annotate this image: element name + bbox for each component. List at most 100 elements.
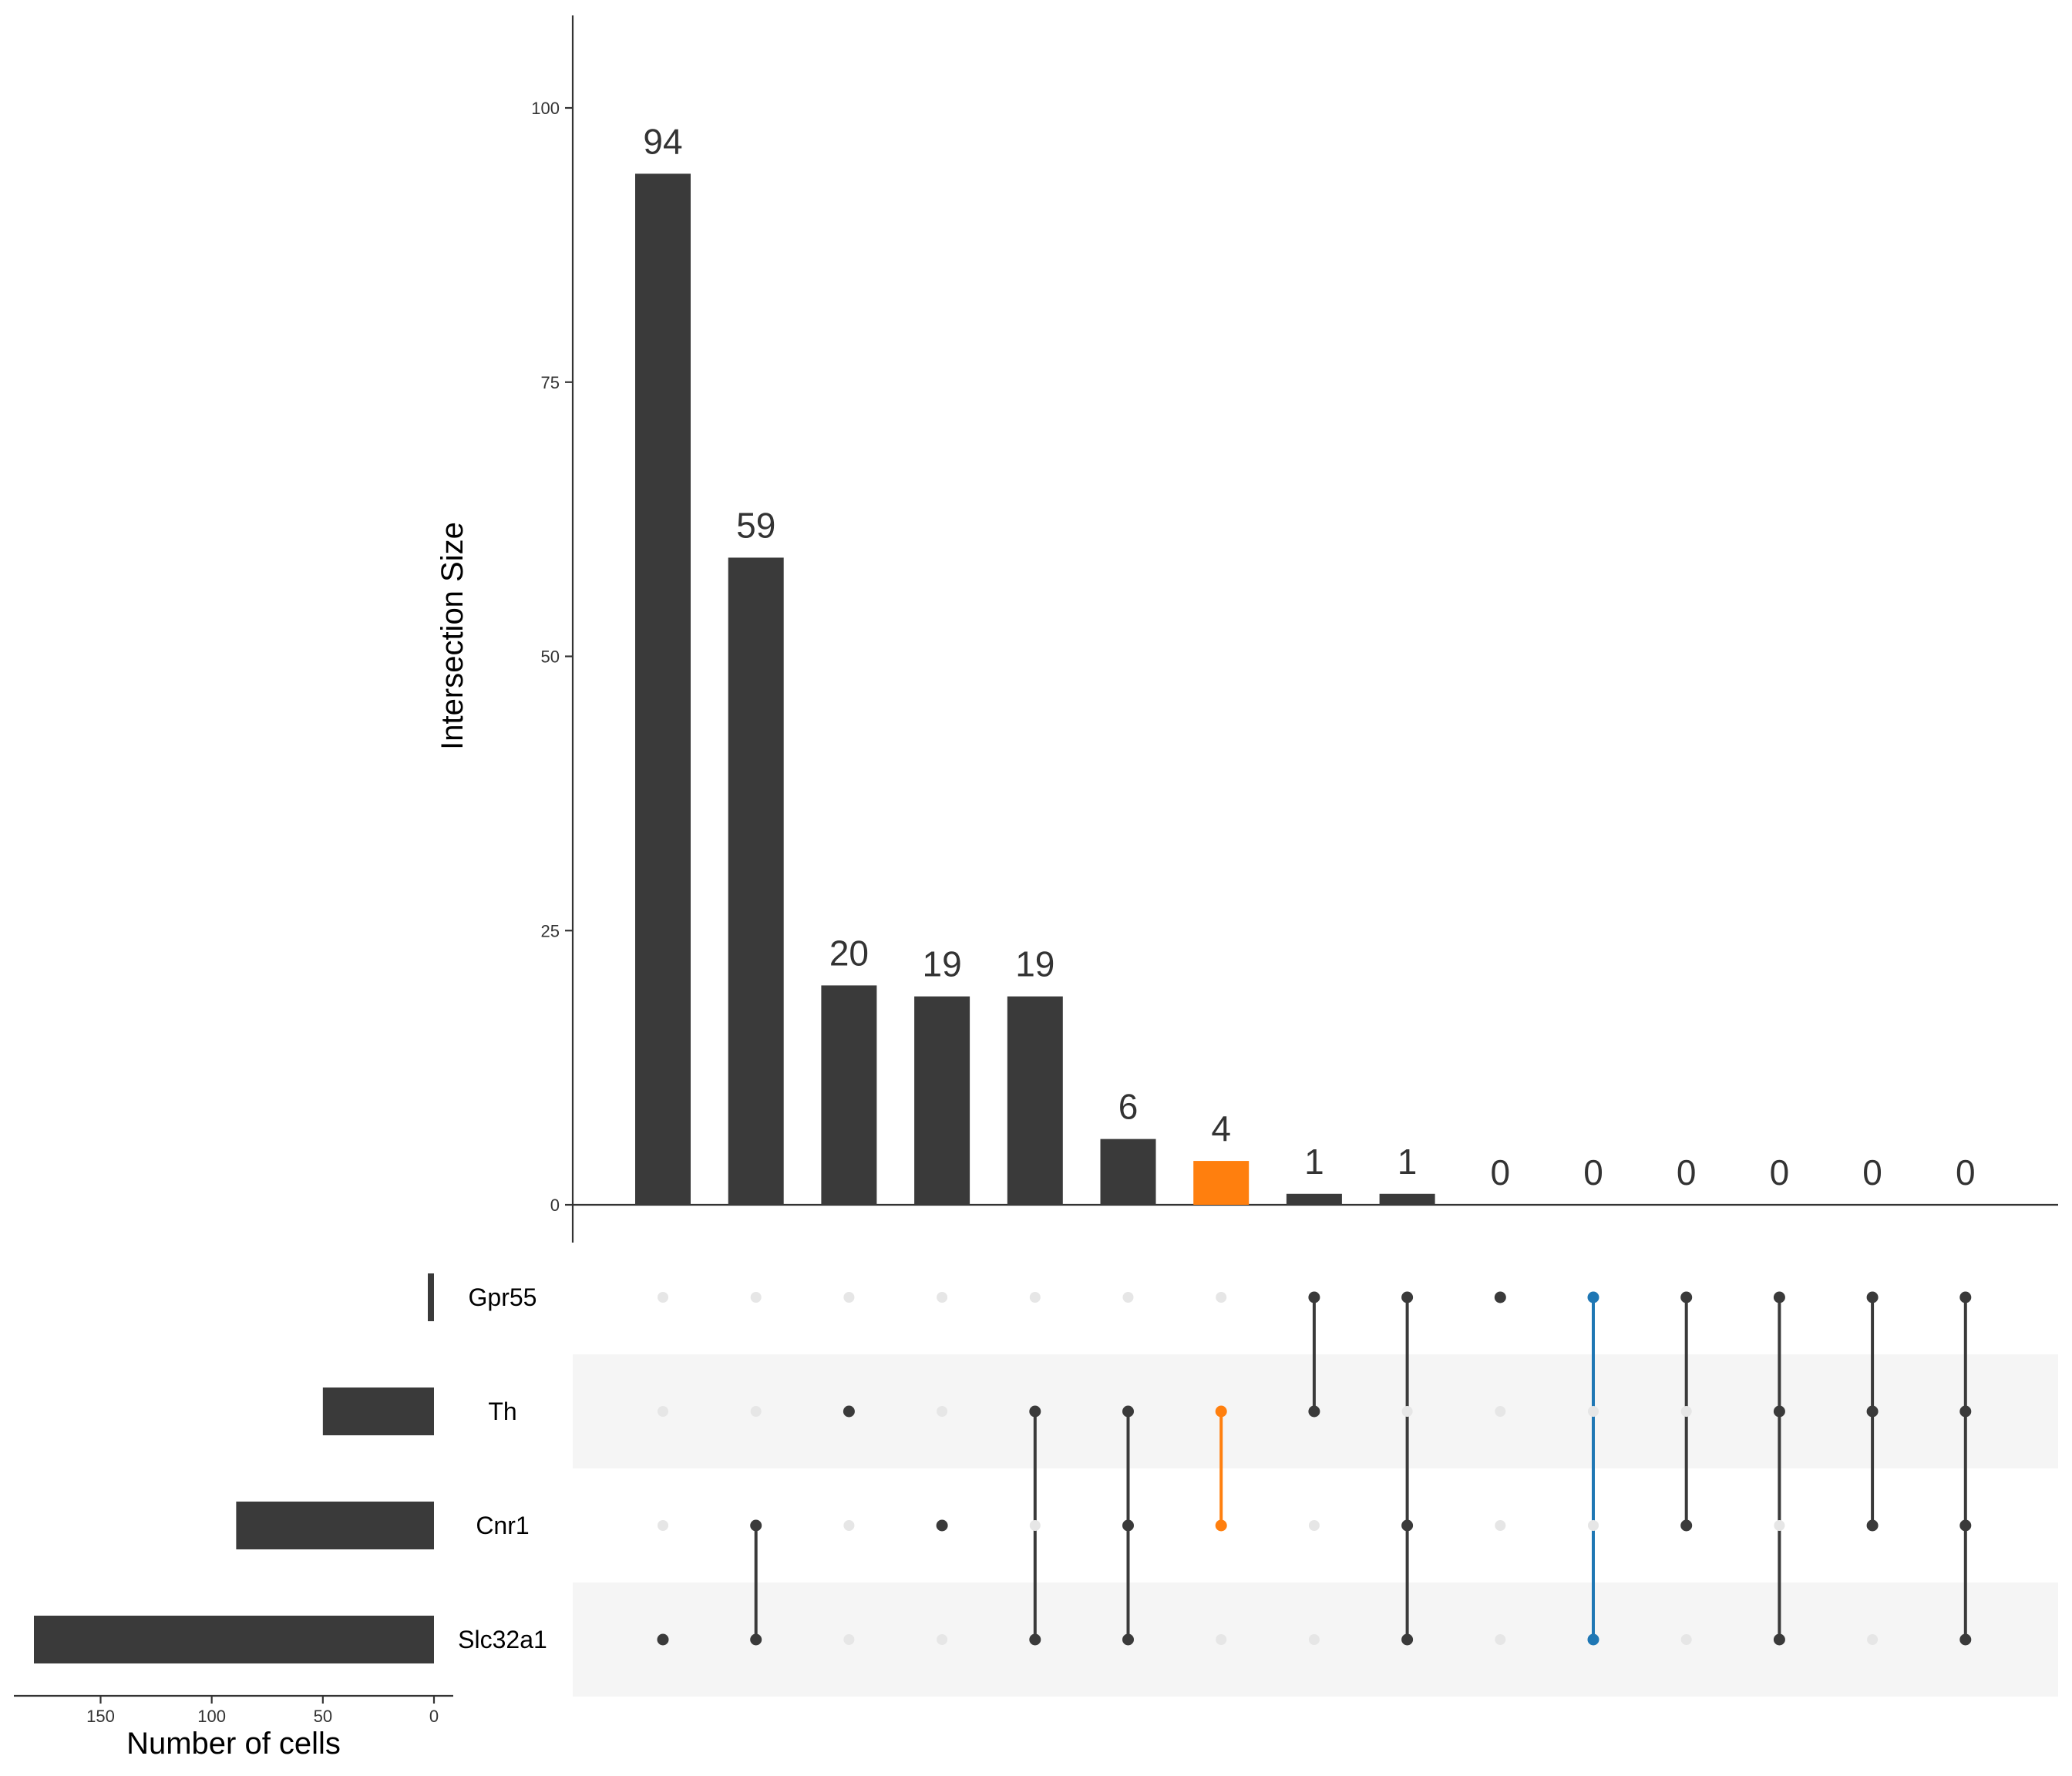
matrix-dot-inactive [937, 1634, 948, 1645]
matrix-dot-active [1029, 1405, 1041, 1418]
matrix-dot-inactive [1122, 1292, 1134, 1303]
y-tick-label: 75 [541, 373, 560, 392]
intersection-bar-label: 19 [1015, 944, 1054, 984]
matrix-dot-active [1959, 1405, 1972, 1418]
matrix-dot-active [1215, 1405, 1227, 1418]
set-label-slc32a1: Slc32a1 [458, 1626, 547, 1653]
matrix-dot-active [1680, 1519, 1693, 1532]
intersection-bar-label: 19 [923, 944, 962, 984]
set-size-tick-label: 150 [86, 1707, 115, 1726]
matrix-dot-active [1401, 1633, 1414, 1646]
matrix-dot-active [1215, 1519, 1227, 1532]
matrix-dot-active [1122, 1519, 1134, 1532]
matrix-dot-inactive [1308, 1520, 1320, 1531]
intersection-bar-label: 59 [736, 505, 775, 545]
matrix-dot-active [750, 1633, 762, 1646]
intersection-bar [728, 557, 784, 1205]
matrix-dot-active [1401, 1519, 1414, 1532]
y-tick-label: 0 [550, 1196, 560, 1215]
intersection-bar-label: 94 [643, 121, 682, 161]
intersection-bar [1193, 1161, 1250, 1205]
matrix-dot-inactive [937, 1406, 948, 1417]
matrix-dot-active [1029, 1633, 1041, 1646]
y-ticks: 0 25 50 75 100 [531, 99, 573, 1215]
matrix-dot-inactive [1588, 1520, 1599, 1531]
set-size-bar-th [322, 1388, 434, 1435]
intersection-size-axis [571, 15, 2058, 1243]
intersection-bar-label: 0 [1862, 1152, 1882, 1192]
matrix-dot-active [843, 1405, 855, 1418]
matrix-dot-active [1680, 1291, 1693, 1303]
matrix-dot-inactive [1029, 1292, 1041, 1303]
matrix-dot-active [1959, 1291, 1972, 1303]
intersection-bar-label: 0 [1956, 1152, 1976, 1192]
matrix-dot-inactive [1216, 1634, 1227, 1645]
set-label-th: Th [488, 1398, 516, 1425]
intersection-bar [1007, 996, 1063, 1205]
matrix-dot-active [1959, 1633, 1972, 1646]
matrix-dot-active [1308, 1405, 1320, 1418]
matrix-dot-inactive [750, 1292, 762, 1303]
intersection-bar [1286, 1193, 1342, 1205]
matrix-dot-active [1959, 1519, 1972, 1532]
set-size-axis-title: Number of cells [126, 1727, 341, 1761]
intersection-bar-labels: 94 59 20 19 19 6 4 1 1 0 0 0 0 0 0 [643, 121, 1975, 1192]
set-size-bar-slc32a1 [34, 1616, 434, 1663]
matrix-dot-inactive [1029, 1520, 1041, 1531]
set-label-cnr1: Cnr1 [476, 1512, 529, 1539]
matrix-dot-active [1122, 1405, 1134, 1418]
matrix-dot-inactive [750, 1406, 762, 1417]
intersection-bar-label: 1 [1398, 1142, 1418, 1182]
intersection-bar [1379, 1193, 1435, 1205]
intersection-bar-label: 6 [1118, 1087, 1139, 1127]
matrix-dot-inactive [843, 1634, 855, 1645]
matrix-dot-inactive [1588, 1406, 1599, 1417]
matrix-dot-inactive [1680, 1634, 1692, 1645]
intersection-bar-label: 0 [1583, 1152, 1603, 1192]
matrix-dot-active [1587, 1633, 1599, 1646]
matrix-dot-active [1773, 1291, 1785, 1303]
matrix-dot-active [1866, 1519, 1879, 1532]
set-size-tick-label: 100 [197, 1707, 226, 1726]
set-size-tick-label: 0 [429, 1707, 439, 1726]
set-size-tick-label: 50 [314, 1707, 332, 1726]
matrix-dot-inactive [1401, 1406, 1413, 1417]
matrix-dot-inactive [1308, 1634, 1320, 1645]
intersection-bar-label: 0 [1770, 1152, 1790, 1192]
matrix-dot-inactive [1774, 1520, 1785, 1531]
matrix-dot-inactive [1867, 1634, 1879, 1645]
matrix-dot-inactive [658, 1406, 668, 1417]
matrix-dot-active [1773, 1405, 1785, 1418]
matrix-dot-active [657, 1633, 669, 1646]
y-tick-label: 50 [541, 648, 560, 667]
matrix-dot-inactive [658, 1292, 668, 1303]
matrix-dot-inactive [1680, 1406, 1692, 1417]
matrix-dot-inactive [843, 1292, 855, 1303]
intersection-bar [635, 173, 691, 1205]
intersection-bar [1100, 1139, 1156, 1205]
y-tick-label: 100 [531, 99, 560, 118]
matrix-dot-inactive [1495, 1406, 1506, 1417]
matrix-dot-active [1401, 1291, 1414, 1303]
matrix-dot-active [750, 1519, 762, 1532]
matrix-dot-inactive [843, 1520, 855, 1531]
intersection-bar-label: 20 [829, 933, 869, 973]
intersection-bar [914, 996, 970, 1205]
matrix-dot-inactive [1495, 1520, 1506, 1531]
intersection-bar-label: 0 [1677, 1152, 1697, 1192]
matrix-dot-active [1587, 1291, 1599, 1303]
intersection-bars [635, 173, 1435, 1205]
matrix-dot-inactive [937, 1292, 948, 1303]
intersection-matrix [657, 1291, 1972, 1646]
matrix-dot-active [1308, 1291, 1320, 1303]
intersection-bar-label: 1 [1304, 1142, 1324, 1182]
matrix-dot-inactive [1216, 1292, 1227, 1303]
matrix-dot-inactive [1495, 1634, 1506, 1645]
matrix-dot-active [1866, 1405, 1879, 1418]
intersection-bar-label: 0 [1491, 1152, 1511, 1192]
intersection-bar-label: 4 [1211, 1108, 1231, 1149]
matrix-dot-active [1494, 1291, 1506, 1303]
set-size-bar-cnr1 [236, 1502, 434, 1549]
set-label-gpr55: Gpr55 [469, 1283, 537, 1311]
set-size-axis: 150 100 50 0 [14, 1694, 453, 1726]
